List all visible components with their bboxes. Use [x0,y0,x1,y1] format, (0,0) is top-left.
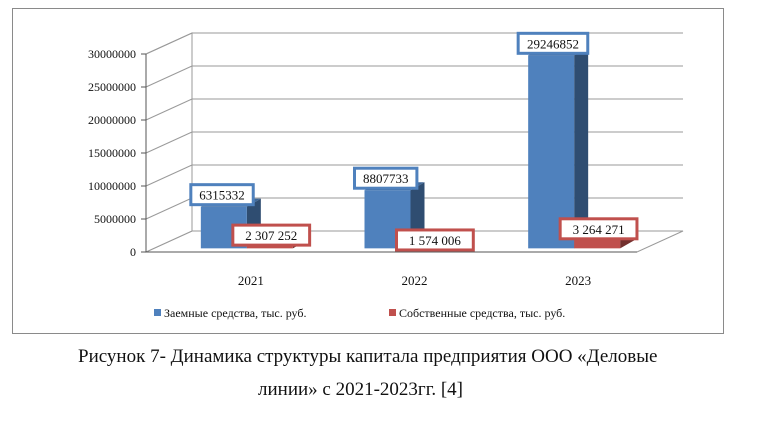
data-label-box [189,183,255,207]
y-tick-label: 25000000 [88,80,136,94]
x-tick-label: 2022 [402,273,428,288]
y-tick-label: 30000000 [88,47,136,61]
gridline-side [145,164,193,187]
legend-label: Заемные средства, тыс. руб. [164,306,307,320]
data-label-box [395,228,475,252]
data-label-box [516,31,590,55]
data-label: 29246852 [527,36,579,51]
data-label: 3 264 271 [573,222,625,237]
data-label: 1 574 006 [409,233,462,248]
chart-frame: 0 5000000 10000000 15000000 20000000 25000000… [12,8,724,334]
y-tick-label: 15000000 [88,146,136,160]
y-tick-label: 20000000 [88,113,136,127]
gridline-side [145,32,193,55]
data-label: 6315332 [199,188,245,203]
data-label: 2 307 252 [245,228,297,243]
y-tick-label: 10000000 [88,179,136,193]
data-label-box [231,223,312,247]
y-tick-label: 0 [130,245,136,259]
data-label-box [353,166,419,190]
chart-plot: 0 5000000 10000000 15000000 20000000 25000000… [88,31,684,320]
legend-swatch [154,309,161,316]
legend-swatch [389,309,396,316]
gridline-side [145,65,193,88]
x-tick-label: 2021 [238,273,264,288]
gridline-side [145,197,193,220]
y-tick-label: 5000000 [94,212,136,226]
legend-label: Собственные средства, тыс. руб. [399,306,565,320]
bar-side [574,47,589,249]
gridline-side [145,131,193,154]
bar [528,55,575,249]
x-tick-label: 2023 [565,273,591,288]
figure-caption-line-1: Рисунок 7- Динамика структуры капитала п… [78,346,658,367]
gridline-side [145,98,193,121]
data-label: 8807733 [363,171,409,186]
data-label-box [558,217,639,241]
figure-caption-line-2: линии» с 2021-2023гг. [4] [258,379,464,400]
